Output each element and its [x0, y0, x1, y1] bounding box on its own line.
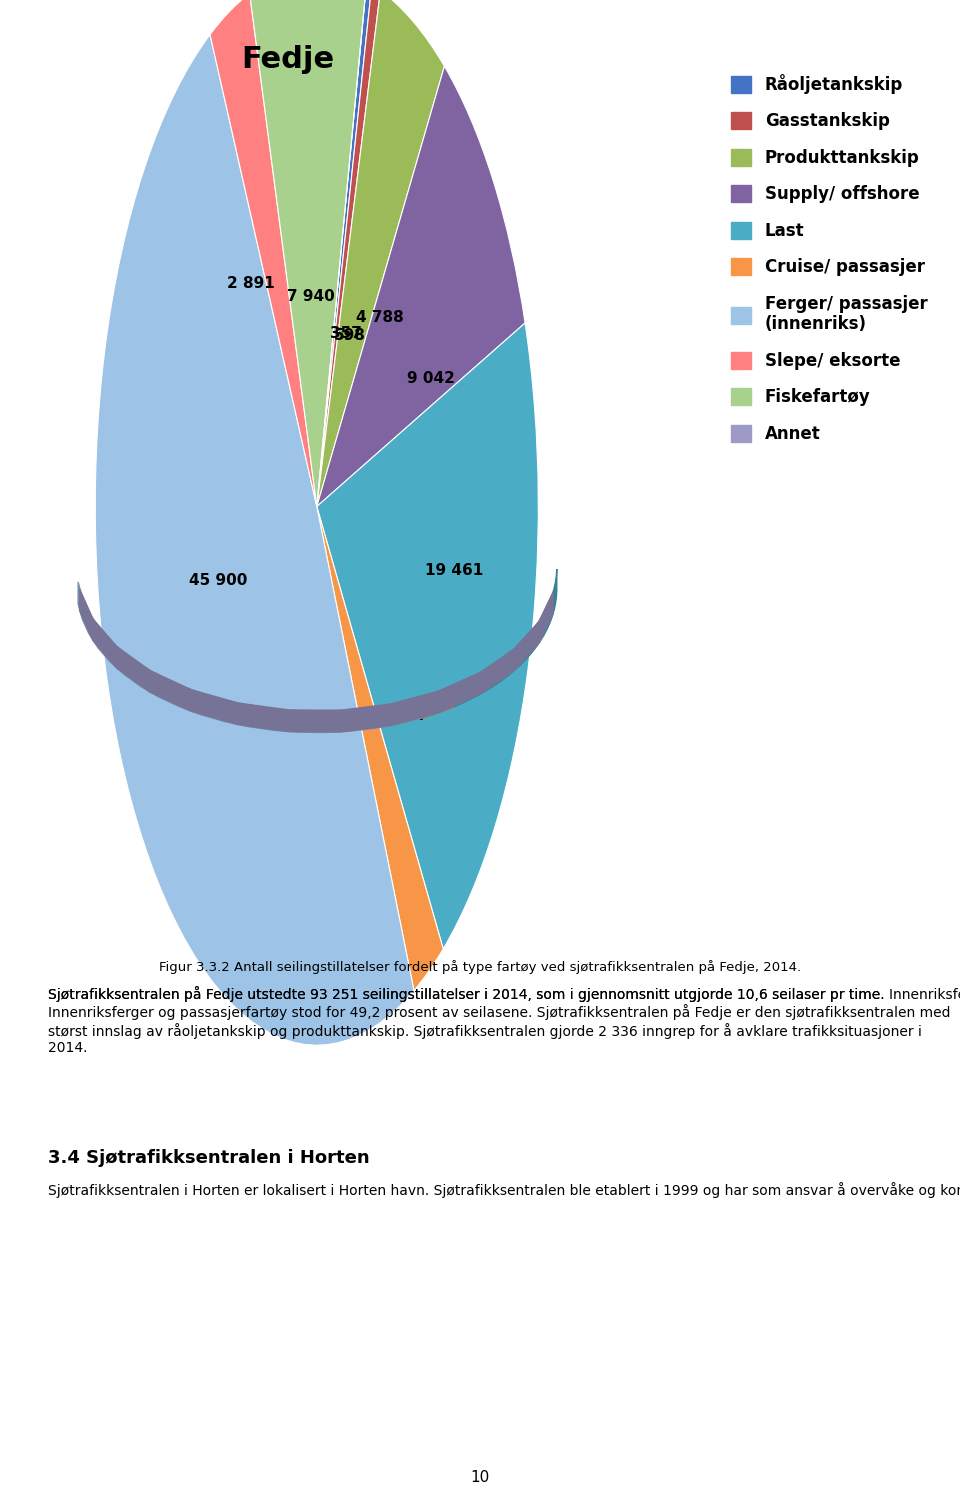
- Wedge shape: [317, 0, 367, 507]
- Polygon shape: [78, 582, 422, 732]
- Polygon shape: [80, 588, 553, 732]
- Text: 4 788: 4 788: [356, 310, 403, 325]
- Wedge shape: [317, 67, 525, 507]
- Text: 19 461: 19 461: [425, 562, 483, 578]
- Text: Fedje: Fedje: [241, 45, 335, 74]
- Wedge shape: [317, 0, 372, 507]
- Text: 357: 357: [329, 327, 362, 342]
- Text: 2 274: 2 274: [377, 708, 425, 723]
- Text: Figur 3.3.2 Antall seilingstillatelser fordelt på type fartøy ved sjøtrafikksent: Figur 3.3.2 Antall seilingstillatelser f…: [159, 960, 801, 974]
- Text: 3.4 Sjøtrafikksentralen i Horten: 3.4 Sjøtrafikksentralen i Horten: [48, 1149, 370, 1167]
- Wedge shape: [95, 35, 414, 1045]
- Text: Sjøtrafikksentralen på Fedje utstedte 93 251 seilingstillatelser i 2014, som i g: Sjøtrafikksentralen på Fedje utstedte 93…: [48, 986, 960, 1002]
- Wedge shape: [210, 0, 317, 507]
- Wedge shape: [317, 507, 444, 990]
- Polygon shape: [422, 685, 454, 718]
- Wedge shape: [317, 0, 380, 507]
- Text: 9 042: 9 042: [407, 372, 455, 387]
- Wedge shape: [317, 0, 444, 507]
- Wedge shape: [317, 324, 539, 950]
- Text: 2 891: 2 891: [228, 277, 276, 292]
- Text: Sjøtrafikksentralen på Fedje utstedte 93 251 seilingstillatelser i 2014, som i g: Sjøtrafikksentralen på Fedje utstedte 93…: [48, 986, 950, 1055]
- Text: 45 900: 45 900: [189, 573, 248, 588]
- Wedge shape: [250, 0, 367, 507]
- Legend: Råoljetankskip, Gasstankskip, Produkttankskip, Supply/ offshore, Last, Cruise/ p: Råoljetankskip, Gasstankskip, Produkttan…: [727, 70, 932, 448]
- Text: 7 940: 7 940: [287, 289, 335, 304]
- Polygon shape: [454, 569, 557, 706]
- Text: 10: 10: [470, 1470, 490, 1485]
- Text: Sjøtrafikksentralen i Horten er lokalisert i Horten havn. Sjøtrafikksentralen bl: Sjøtrafikksentralen i Horten er lokalise…: [48, 1182, 960, 1199]
- Text: 598: 598: [333, 328, 366, 343]
